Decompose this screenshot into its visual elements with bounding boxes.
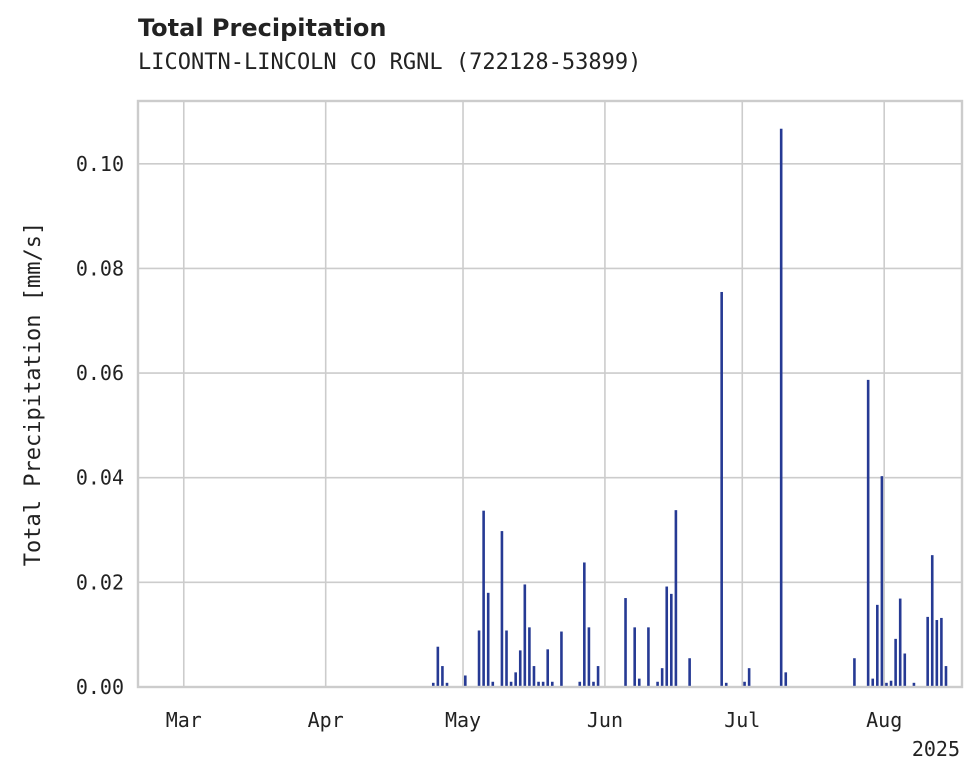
- precipitation-bar: [912, 682, 916, 687]
- precipitation-bar: [592, 681, 595, 687]
- precipitation-bar: [523, 584, 527, 687]
- y-tick-label: 0.08: [76, 256, 124, 280]
- precipitation-bar: [505, 630, 508, 687]
- y-axis-ticks: 0.00 0.02 0.04 0.06 0.08 0.10: [76, 152, 124, 699]
- precipitation-bar: [889, 680, 893, 687]
- precipitation-bar: [477, 630, 481, 687]
- plot-frame: [136, 99, 964, 689]
- precipitation-bar: [665, 586, 669, 687]
- precipitation-bar: [656, 681, 659, 687]
- x-tick-label: Jul: [724, 708, 760, 732]
- precipitation-bar: [624, 598, 627, 687]
- precipitation-bar: [876, 604, 879, 687]
- precipitation-bar: [747, 668, 751, 687]
- precipitation-bar: [431, 682, 435, 687]
- precipitation-bar: [894, 638, 897, 687]
- precipitation-bar: [541, 681, 545, 687]
- precipitation-bar: [546, 649, 550, 687]
- precipitation-bar: [633, 627, 636, 687]
- precipitation-bar: [647, 627, 650, 687]
- precipitation-bar: [940, 617, 943, 687]
- precipitation-bar: [688, 658, 691, 687]
- precipitation-bar: [560, 631, 563, 687]
- precipitation-bar: [784, 672, 788, 687]
- y-tick-label: 0.10: [76, 152, 124, 176]
- precipitation-bar: [880, 476, 884, 687]
- precipitation-bar: [528, 627, 531, 687]
- precipitation-bar: [436, 646, 440, 687]
- precipitation-bar: [445, 682, 449, 687]
- precipitation-bar: [482, 510, 485, 687]
- chart-title: Total Precipitation: [138, 14, 387, 42]
- precipitation-bar: [898, 598, 902, 687]
- x-axis-year-label: 2025: [912, 737, 960, 761]
- precipitation-bar: [660, 668, 664, 687]
- precipitation-bar: [944, 666, 948, 687]
- x-tick-label: Jun: [587, 708, 623, 732]
- precipitation-bar: [871, 678, 875, 687]
- chart-subtitle: LICONTN-LINCOLN CO RGNL (722128-53899): [138, 50, 642, 75]
- precipitation-bar: [537, 681, 540, 687]
- x-tick-label: Aug: [866, 708, 902, 732]
- precipitation-bar: [441, 666, 444, 687]
- x-tick-label: Mar: [166, 708, 202, 732]
- precipitation-bar: [935, 620, 939, 687]
- precipitation-bar: [587, 627, 591, 687]
- precipitation-bar: [903, 653, 907, 687]
- precipitation-bar: [670, 593, 673, 687]
- precipitation-bar: [532, 666, 536, 687]
- grid-lines: [138, 101, 962, 687]
- precipitation-bar: [500, 531, 504, 687]
- precipitation-bar: [518, 650, 522, 687]
- precipitation-bar: [596, 666, 600, 687]
- precipitation-bar: [853, 658, 856, 687]
- precipitation-bar: [930, 555, 934, 687]
- precipitation-bar: [743, 681, 746, 687]
- y-tick-label: 0.04: [76, 466, 124, 490]
- y-axis-label: Total Precipitation [mm/s]: [21, 222, 46, 566]
- precipitation-bar: [885, 682, 888, 687]
- precipitation-bar: [583, 562, 586, 687]
- precipitation-bar: [491, 681, 495, 687]
- precipitation-bar: [779, 128, 783, 688]
- y-tick-label: 0.00: [76, 675, 124, 699]
- precipitation-bar: [514, 672, 517, 687]
- precipitation-bar: [637, 678, 641, 687]
- x-axis-ticks: Mar Apr May Jun Jul Aug: [166, 708, 903, 732]
- y-tick-label: 0.06: [76, 361, 124, 385]
- x-tick-label: Apr: [308, 708, 344, 732]
- precipitation-bar: [550, 681, 554, 687]
- precipitation-bar: [926, 616, 929, 687]
- x-tick-label: May: [445, 708, 481, 732]
- precipitation-bar: [720, 291, 723, 687]
- precipitation-bar: [486, 592, 490, 687]
- y-tick-label: 0.02: [76, 570, 124, 594]
- bar-series: [431, 128, 948, 688]
- precipitation-bar: [509, 681, 513, 687]
- plot-border: [136, 99, 964, 689]
- precipitation-bar: [724, 682, 728, 687]
- precipitation-bar: [866, 379, 870, 687]
- precipitation-bar: [578, 681, 582, 687]
- precipitation-bar: [674, 510, 678, 687]
- precipitation-bar: [464, 675, 467, 687]
